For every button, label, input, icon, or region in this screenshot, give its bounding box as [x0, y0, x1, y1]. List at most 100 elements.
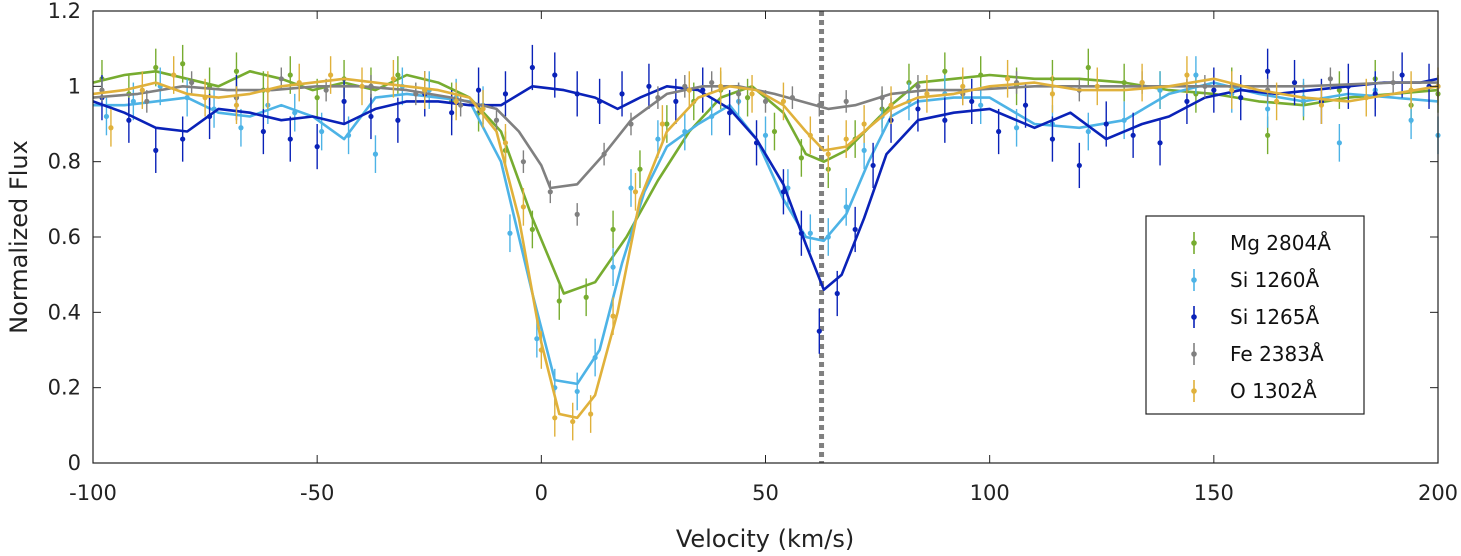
legend-label: Si 1260Å	[1230, 268, 1320, 292]
legend-label: Si 1265Å	[1230, 305, 1320, 329]
x-tick-label: 0	[535, 481, 548, 505]
data-point	[529, 64, 535, 71]
data-point	[507, 230, 513, 236]
data-point	[238, 125, 244, 131]
data-point	[171, 72, 177, 78]
data-point	[1049, 91, 1056, 97]
data-point	[108, 125, 114, 131]
x-tick-label: -50	[300, 481, 334, 505]
data-point	[749, 91, 755, 97]
data-point	[1274, 98, 1280, 104]
legend-entry: Mg 2804Å	[1191, 231, 1331, 255]
data-point	[1103, 121, 1109, 127]
data-point	[664, 121, 670, 127]
data-point	[816, 328, 822, 334]
x-tick-label: 150	[1194, 481, 1234, 505]
data-point	[825, 151, 831, 157]
data-point	[260, 128, 266, 135]
axes: -100 -50 0 50 100 150 200 0 0.2 0.4 0.6 0.8 1 1.2	[48, 0, 1458, 505]
data-point	[780, 98, 787, 104]
data-point	[915, 106, 921, 112]
data-point	[458, 102, 464, 108]
legend-label: Fe 2383Å	[1230, 342, 1324, 366]
data-point	[632, 189, 639, 195]
data-point	[153, 147, 159, 153]
data-point	[1184, 98, 1190, 104]
data-point	[744, 95, 751, 101]
data-point	[978, 102, 984, 108]
data-point	[180, 61, 186, 67]
data-point	[1049, 136, 1056, 142]
legend-marker	[1191, 314, 1197, 320]
data-point	[529, 226, 535, 233]
data-point	[942, 117, 948, 123]
data-point	[552, 72, 558, 78]
legend-entry: Si 1265Å	[1191, 305, 1320, 329]
data-point	[1094, 83, 1100, 89]
data-point	[610, 313, 616, 319]
data-point	[861, 147, 867, 153]
data-point	[807, 230, 813, 236]
data-point	[1157, 140, 1163, 146]
data-point	[888, 102, 894, 108]
y-tick-label: 0	[68, 451, 81, 475]
y-axis-title: Normalized Flux	[5, 140, 33, 334]
data-point	[319, 128, 325, 135]
data-point	[1238, 95, 1244, 101]
data-point	[762, 132, 769, 138]
data-point	[574, 388, 580, 395]
legend-entry: O 1302Å	[1191, 379, 1317, 403]
data-point	[480, 106, 486, 112]
data-point	[395, 72, 401, 78]
data-point	[762, 98, 769, 104]
legend-marker	[1191, 240, 1197, 246]
data-point	[798, 155, 804, 161]
data-point	[655, 136, 661, 142]
data-point	[144, 98, 150, 104]
data-point	[1076, 162, 1082, 169]
data-point	[924, 91, 930, 97]
legend-marker	[1191, 277, 1197, 283]
data-point	[390, 76, 396, 82]
data-point	[1372, 91, 1378, 97]
x-tick-label: -100	[69, 481, 117, 505]
data-point	[372, 151, 379, 157]
legend-label: Mg 2804Å	[1230, 231, 1331, 255]
data-point	[502, 91, 509, 97]
model-line	[92, 77, 1439, 420]
data-point	[233, 68, 240, 74]
data-point	[359, 83, 365, 89]
data-point	[1022, 102, 1029, 108]
data-point	[996, 128, 1002, 135]
data-point	[852, 226, 858, 233]
data-point	[1265, 68, 1271, 74]
data-point	[843, 98, 849, 104]
model-line	[92, 77, 1439, 292]
data-point	[1399, 72, 1405, 78]
data-point	[534, 336, 540, 342]
legend-label: O 1302Å	[1230, 379, 1317, 403]
data-point	[1291, 79, 1298, 86]
data-point	[475, 87, 482, 93]
data-point	[646, 83, 652, 89]
x-axis-title: Velocity (km/s)	[676, 525, 854, 553]
data-point	[673, 98, 679, 104]
data-point	[180, 136, 186, 142]
data-point	[1085, 128, 1091, 135]
data-point	[502, 140, 509, 146]
data-point	[103, 113, 110, 120]
y-tick-label: 0.8	[48, 150, 81, 174]
series-3	[92, 67, 1441, 226]
data-point	[628, 185, 634, 191]
data-point	[637, 166, 643, 172]
data-point	[1157, 87, 1163, 93]
data-point	[449, 110, 455, 116]
data-point	[1085, 64, 1091, 71]
data-point	[1327, 76, 1333, 82]
data-point	[574, 211, 580, 217]
data-point	[153, 64, 159, 71]
data-point	[520, 204, 527, 210]
legend-marker	[1191, 388, 1197, 394]
data-point	[328, 72, 334, 78]
